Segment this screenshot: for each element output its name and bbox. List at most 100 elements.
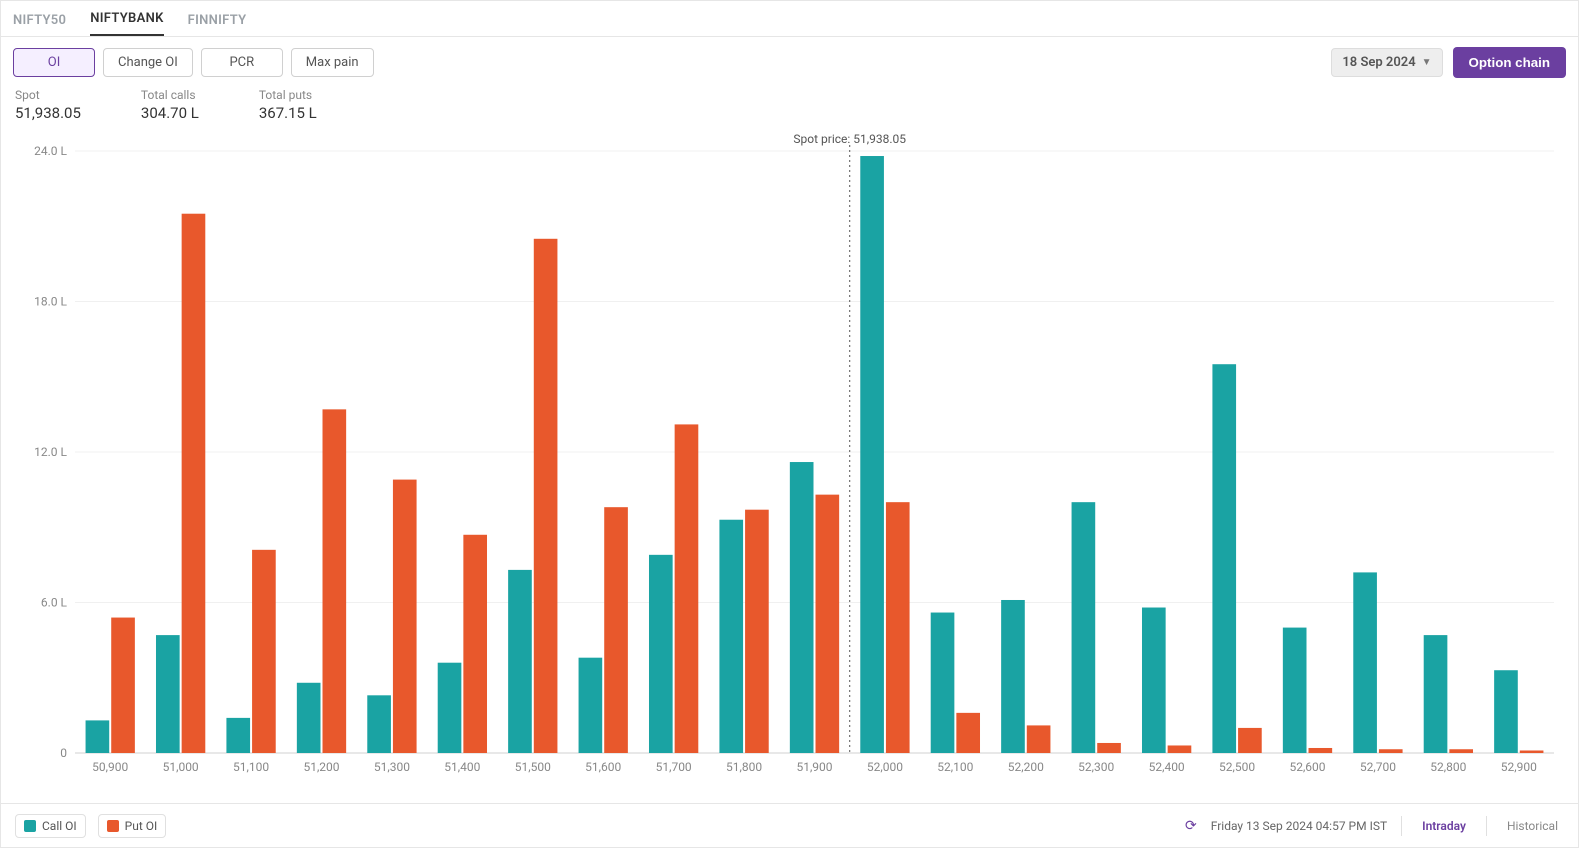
refresh-icon[interactable]: ⟳	[1185, 818, 1197, 834]
oi-chart: 0 6.0 L 12.0 L 18.0 L 24.0 L 50,900 51,000 51,1…	[15, 131, 1564, 783]
max-pain-button[interactable]: Max pain	[291, 48, 374, 77]
x-tick-label: 52,800	[1430, 760, 1466, 774]
x-tick-label: 51,000	[163, 760, 199, 774]
call-bar	[508, 570, 532, 753]
put-bar	[323, 409, 347, 753]
pcr-button[interactable]: PCR	[201, 48, 283, 77]
call-bar	[1072, 502, 1096, 753]
spot-price-label: Spot price: 51,938.05	[793, 132, 906, 146]
svg-text:6.0 L: 6.0 L	[41, 596, 68, 610]
index-tabs: NIFTY50 NIFTYBANK FINNIFTY	[1, 1, 1578, 37]
call-bar	[649, 555, 673, 753]
put-bar	[1238, 728, 1262, 753]
stat-total-puts-label: Total puts	[259, 88, 317, 102]
call-bar	[297, 683, 321, 753]
x-tick-label: 51,700	[656, 760, 692, 774]
stat-spot-label: Spot	[15, 88, 81, 102]
svg-text:24.0 L: 24.0 L	[34, 144, 67, 158]
put-bar	[1379, 749, 1403, 753]
x-tick-label: 51,100	[233, 760, 269, 774]
legend-put-label: Put OI	[125, 819, 158, 833]
call-bar	[1212, 364, 1236, 753]
call-bar	[1001, 600, 1025, 753]
x-tick-label: 52,000	[867, 760, 903, 774]
put-bar	[182, 214, 206, 753]
separator	[1401, 816, 1402, 836]
x-tick-label: 52,700	[1360, 760, 1396, 774]
x-tick-label: 51,800	[726, 760, 762, 774]
svg-text:18.0 L: 18.0 L	[34, 295, 67, 309]
put-bar	[745, 510, 769, 753]
put-bar	[1309, 748, 1333, 753]
legend-call-swatch	[24, 820, 36, 832]
mode-intraday-button[interactable]: Intraday	[1416, 815, 1472, 837]
put-bar	[675, 424, 699, 753]
stat-total-calls-value: 304.70 L	[141, 104, 199, 122]
call-bar	[1353, 572, 1377, 753]
x-tick-label: 52,100	[937, 760, 973, 774]
call-bar	[226, 718, 250, 753]
put-bar	[1097, 743, 1121, 753]
oi-chart-svg: 0 6.0 L 12.0 L 18.0 L 24.0 L 50,900 51,000 51,1…	[15, 131, 1564, 783]
footer-timestamp: Friday 13 Sep 2024 04:57 PM IST	[1211, 819, 1387, 833]
call-bar	[1424, 635, 1448, 753]
put-bar	[252, 550, 276, 753]
tab-niftybank[interactable]: NIFTYBANK	[90, 3, 163, 36]
stat-total-puts: Total puts 367.15 L	[259, 88, 317, 122]
mode-historical-button[interactable]: Historical	[1501, 815, 1564, 837]
put-bar	[604, 507, 628, 753]
stat-spot-value: 51,938.05	[15, 104, 81, 122]
call-bar	[1283, 628, 1307, 753]
x-tick-label: 51,900	[796, 760, 832, 774]
svg-text:0: 0	[60, 746, 67, 760]
call-bar	[86, 720, 110, 753]
call-bar	[367, 695, 391, 753]
change-oi-button[interactable]: Change OI	[103, 48, 193, 77]
separator	[1486, 816, 1487, 836]
expiry-date-select[interactable]: 18 Sep 2024 ▼	[1331, 48, 1442, 77]
legend-put: Put OI	[98, 814, 167, 838]
call-bar	[579, 658, 603, 753]
x-tick-label: 51,600	[585, 760, 621, 774]
call-bar	[719, 520, 743, 753]
put-bar	[1168, 745, 1192, 753]
footer-bar: Call OI Put OI ⟳ Friday 13 Sep 2024 04:5…	[1, 803, 1578, 847]
legend-call-label: Call OI	[42, 819, 77, 833]
x-tick-label: 50,900	[92, 760, 128, 774]
call-bar	[790, 462, 814, 753]
x-tick-label: 52,200	[1008, 760, 1044, 774]
x-tick-label: 51,500	[515, 760, 551, 774]
put-bar	[1520, 750, 1544, 753]
call-bar	[860, 156, 884, 753]
legend-put-swatch	[107, 820, 119, 832]
stats-row: Spot 51,938.05 Total calls 304.70 L Tota…	[1, 78, 1578, 122]
tab-nifty50[interactable]: NIFTY50	[13, 5, 66, 36]
option-chain-button[interactable]: Option chain	[1453, 47, 1566, 78]
put-bar	[111, 618, 135, 753]
tab-finnifty[interactable]: FINNIFTY	[188, 5, 247, 36]
controls-row: OI Change OI PCR Max pain 18 Sep 2024 ▼ …	[1, 37, 1578, 78]
x-tick-label: 52,300	[1078, 760, 1114, 774]
put-bar	[816, 495, 840, 753]
x-tick-label: 51,300	[374, 760, 410, 774]
put-bar	[393, 480, 417, 753]
stat-spot: Spot 51,938.05	[15, 88, 81, 122]
stat-total-calls-label: Total calls	[141, 88, 199, 102]
x-tick-label: 52,400	[1149, 760, 1185, 774]
call-bar	[1494, 670, 1518, 753]
x-tick-label: 52,600	[1289, 760, 1325, 774]
x-tick-label: 51,200	[303, 760, 339, 774]
metric-buttons: OI Change OI PCR Max pain	[13, 48, 374, 77]
put-bar	[956, 713, 980, 753]
expiry-date-label: 18 Sep 2024	[1342, 55, 1415, 70]
x-tick-label: 52,900	[1501, 760, 1537, 774]
put-bar	[463, 535, 487, 753]
put-bar	[1449, 749, 1473, 753]
call-bar	[156, 635, 180, 753]
svg-text:12.0 L: 12.0 L	[34, 445, 67, 459]
put-bar	[534, 239, 558, 753]
put-bar	[1027, 725, 1051, 753]
oi-button[interactable]: OI	[13, 48, 95, 77]
x-tick-label: 52,500	[1219, 760, 1255, 774]
put-bar	[886, 502, 910, 753]
